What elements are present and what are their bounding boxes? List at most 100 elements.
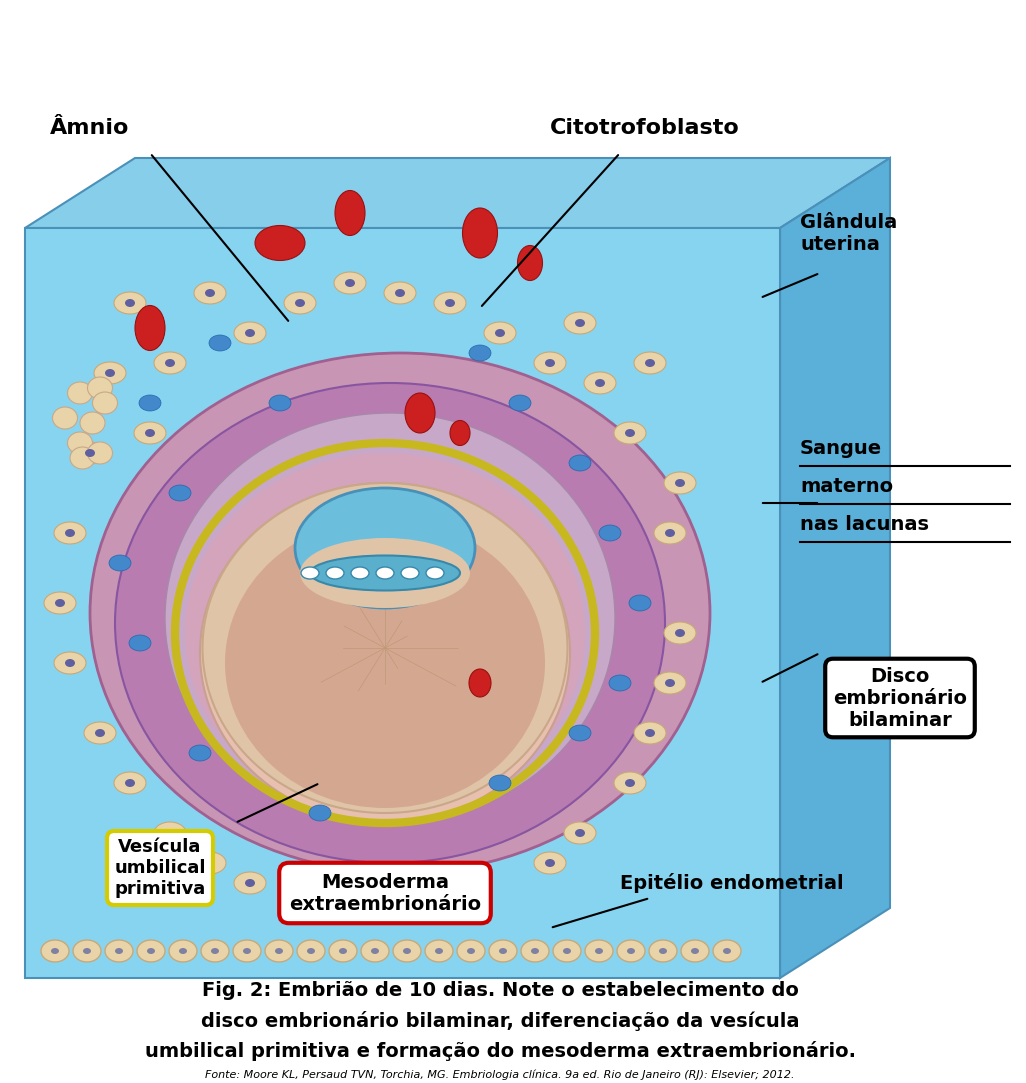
Ellipse shape (307, 948, 315, 954)
Ellipse shape (269, 395, 291, 412)
Ellipse shape (295, 299, 305, 306)
Ellipse shape (68, 382, 92, 404)
Ellipse shape (405, 393, 435, 433)
Ellipse shape (297, 940, 325, 962)
Ellipse shape (345, 279, 355, 287)
Ellipse shape (54, 652, 86, 674)
Text: Disco
embrionário
bilaminar: Disco embrionário bilaminar (833, 666, 966, 730)
Ellipse shape (629, 595, 652, 611)
Text: Sangue: Sangue (800, 439, 882, 457)
Ellipse shape (109, 554, 131, 571)
Ellipse shape (585, 940, 613, 962)
Ellipse shape (265, 940, 293, 962)
Ellipse shape (495, 329, 505, 337)
Ellipse shape (275, 948, 283, 954)
Ellipse shape (300, 538, 470, 608)
Ellipse shape (194, 282, 226, 304)
Ellipse shape (87, 442, 113, 464)
Ellipse shape (52, 407, 78, 429)
Ellipse shape (395, 289, 405, 297)
Ellipse shape (202, 483, 567, 813)
Ellipse shape (534, 852, 566, 874)
Ellipse shape (484, 322, 516, 344)
Ellipse shape (205, 289, 215, 297)
Ellipse shape (74, 442, 106, 464)
Ellipse shape (234, 322, 266, 344)
Ellipse shape (361, 940, 389, 962)
Ellipse shape (469, 345, 491, 361)
Ellipse shape (225, 518, 545, 808)
Ellipse shape (65, 658, 75, 667)
Ellipse shape (336, 191, 365, 235)
Text: Citotrofoblasto: Citotrofoblasto (550, 118, 740, 138)
Ellipse shape (450, 420, 470, 445)
Ellipse shape (645, 358, 655, 367)
Text: Fig. 2: Embrião de 10 dias. Note o estabelecimento do: Fig. 2: Embrião de 10 dias. Note o estab… (201, 981, 798, 1001)
Ellipse shape (243, 948, 251, 954)
Ellipse shape (595, 948, 603, 954)
Ellipse shape (489, 775, 511, 791)
Ellipse shape (545, 859, 555, 867)
Ellipse shape (95, 729, 105, 738)
Ellipse shape (575, 319, 585, 327)
Ellipse shape (654, 671, 686, 694)
Ellipse shape (457, 940, 485, 962)
Ellipse shape (553, 940, 581, 962)
Ellipse shape (165, 358, 175, 367)
Ellipse shape (125, 779, 135, 787)
Ellipse shape (569, 725, 591, 741)
Ellipse shape (326, 567, 344, 579)
Ellipse shape (395, 884, 405, 892)
Ellipse shape (245, 329, 255, 337)
Ellipse shape (401, 567, 419, 579)
Ellipse shape (301, 567, 319, 579)
Ellipse shape (569, 455, 591, 471)
Ellipse shape (681, 940, 709, 962)
Ellipse shape (105, 369, 115, 377)
Polygon shape (25, 229, 780, 978)
Text: disco embrionário bilaminar, diferenciação da vesícula: disco embrionário bilaminar, diferenciaç… (201, 1012, 799, 1031)
Ellipse shape (665, 679, 675, 687)
Ellipse shape (165, 413, 615, 823)
Ellipse shape (609, 675, 631, 691)
Ellipse shape (584, 371, 616, 394)
Ellipse shape (65, 529, 75, 537)
Ellipse shape (351, 567, 369, 579)
Ellipse shape (614, 772, 646, 794)
Ellipse shape (211, 948, 219, 954)
Ellipse shape (713, 940, 741, 962)
Ellipse shape (80, 412, 105, 434)
Ellipse shape (41, 940, 69, 962)
Ellipse shape (147, 948, 155, 954)
Ellipse shape (201, 940, 229, 962)
Ellipse shape (659, 948, 667, 954)
Ellipse shape (145, 429, 155, 438)
Ellipse shape (599, 525, 621, 542)
Ellipse shape (517, 246, 543, 280)
Ellipse shape (233, 940, 261, 962)
Ellipse shape (209, 335, 231, 351)
Ellipse shape (135, 305, 165, 351)
Ellipse shape (245, 879, 255, 887)
Polygon shape (25, 158, 890, 229)
Ellipse shape (499, 948, 507, 954)
Ellipse shape (310, 556, 460, 590)
Ellipse shape (165, 828, 175, 837)
Text: nas lacunas: nas lacunas (800, 514, 929, 534)
Ellipse shape (575, 828, 585, 837)
Text: materno: materno (800, 477, 893, 496)
Ellipse shape (205, 859, 215, 867)
Ellipse shape (434, 872, 466, 893)
Ellipse shape (723, 948, 731, 954)
Ellipse shape (509, 395, 531, 412)
Ellipse shape (690, 948, 699, 954)
Ellipse shape (445, 879, 455, 887)
Ellipse shape (645, 729, 655, 738)
Ellipse shape (521, 940, 549, 962)
Ellipse shape (675, 479, 685, 487)
Ellipse shape (625, 429, 635, 438)
Ellipse shape (664, 622, 696, 644)
Ellipse shape (234, 872, 266, 893)
Ellipse shape (189, 745, 211, 761)
Ellipse shape (564, 312, 596, 334)
